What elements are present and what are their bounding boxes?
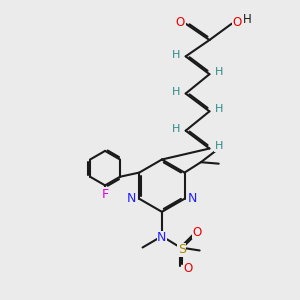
Text: N: N xyxy=(127,192,136,205)
Text: N: N xyxy=(187,192,197,205)
Text: H: H xyxy=(215,104,223,114)
Text: H: H xyxy=(243,13,252,26)
Text: H: H xyxy=(172,87,180,97)
Text: O: O xyxy=(193,226,202,238)
Text: F: F xyxy=(101,188,109,201)
Text: H: H xyxy=(215,141,223,151)
Text: H: H xyxy=(215,67,223,77)
Text: H: H xyxy=(172,124,180,134)
Text: O: O xyxy=(176,16,185,29)
Text: N: N xyxy=(157,231,167,244)
Text: O: O xyxy=(232,16,242,29)
Text: O: O xyxy=(183,262,192,275)
Text: H: H xyxy=(172,50,180,60)
Text: S: S xyxy=(178,243,186,256)
